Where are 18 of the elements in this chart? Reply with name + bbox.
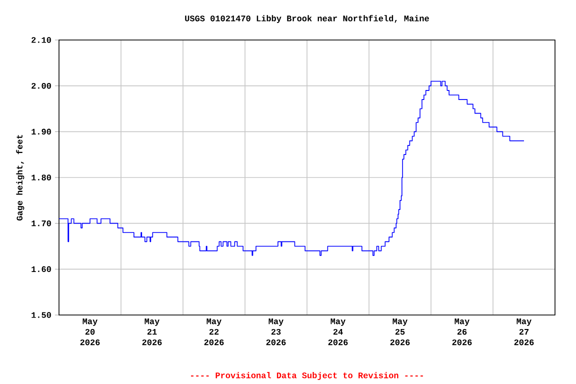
x-tick-label: May 23 2026	[266, 318, 286, 346]
x-tick-label: May 25 2026	[390, 318, 410, 346]
x-tick-label: May 27 2026	[514, 318, 534, 346]
x-tick-label: May 22 2026	[204, 318, 224, 346]
x-tick-label: May 20 2026	[80, 318, 100, 346]
y-tick-label: 1.50	[32, 312, 51, 318]
text: ---- Provisional Data Subject to Revision ----	[191, 372, 423, 380]
x-tick-label: May 24 2026	[328, 318, 348, 346]
y-tick-label: 1.60	[32, 266, 51, 272]
x-tick-label: May 26 2026	[452, 318, 472, 346]
x-tick-label: May 21 2026	[142, 318, 162, 346]
y-tick-label: 1.70	[32, 220, 51, 226]
y-tick-label: 2.00	[32, 82, 51, 89]
y-axis-title: Gage height, feet	[16, 134, 24, 221]
y-tick-label: 1.90	[32, 128, 51, 135]
chart-title: USGS 01021470 Libby Brook near Northfield, Maine	[185, 14, 429, 24]
y-tick-label: 2.10	[32, 37, 51, 43]
y-tick-label: 1.80	[32, 174, 51, 180]
